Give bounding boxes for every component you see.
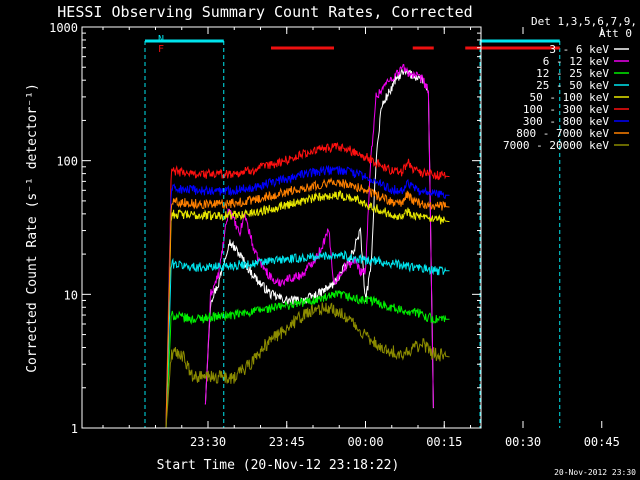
legend-entry-label: 50 - 100 keV	[530, 91, 610, 104]
legend-header-line-1: Det 1,3,5,6,7,9,	[531, 15, 637, 28]
footer-date: 20-Nov-2012 23:30	[554, 468, 636, 477]
x-tick-label: 00:30	[505, 435, 541, 449]
night-flag-label: N	[158, 34, 164, 45]
x-axis-label: Start Time (20-Nov-12 23:18:22)	[157, 458, 400, 473]
plot-frame	[81, 26, 482, 429]
series-line-7000-20000-kev	[165, 302, 450, 429]
x-tick-label: 23:30	[190, 435, 226, 449]
legend-entry-label: 100 - 300 keV	[523, 103, 609, 116]
legend-entry-label: 25 - 50 keV	[536, 79, 609, 92]
legend-entry-label: 3 - 6 keV	[549, 43, 609, 56]
legend-entry-label: 6 - 12 keV	[543, 55, 610, 68]
legend-header-line-2: Att 0	[599, 27, 632, 40]
x-tick-label: 00:15	[426, 435, 462, 449]
y-tick-label: 1000	[49, 21, 78, 35]
series-line-50-100-kev	[165, 190, 450, 429]
legend-entry-label: 800 - 7000 keV	[516, 127, 609, 140]
series-layer	[165, 63, 450, 429]
flare-flag-label: F	[158, 44, 164, 55]
series-line-800-7000-kev	[165, 177, 450, 429]
series-line-100-300-kev	[165, 142, 450, 429]
y-tick-label: 100	[56, 155, 78, 169]
y-tick-label: 10	[64, 288, 78, 302]
legend-entry-label: 7000 - 20000 keV	[503, 139, 609, 152]
series-line-25-50-kev	[165, 249, 450, 429]
x-tick-label: 00:00	[347, 435, 383, 449]
legend-entry-label: 300 - 800 keV	[523, 115, 609, 128]
chart-title: HESSI Observing Summary Count Rates, Cor…	[57, 3, 472, 21]
flag-layer: NF	[144, 34, 561, 428]
x-tick-label: 00:45	[584, 435, 620, 449]
y-tick-label: 1	[71, 422, 78, 436]
series-line-12-25-kev	[165, 289, 450, 429]
series-line-300-800-kev	[165, 164, 450, 429]
y-axis-label: Corrected Count Rate (s⁻¹ detector⁻¹)	[25, 83, 40, 373]
x-tick-label: 23:45	[269, 435, 305, 449]
series-line-3-6-kev	[204, 68, 434, 409]
axis-layer: 23:30 23:45 00:00 00:15 00:30 00:45 1 10 100 1000	[49, 21, 620, 449]
legend-entry-label: 12 - 25 keV	[536, 67, 609, 80]
